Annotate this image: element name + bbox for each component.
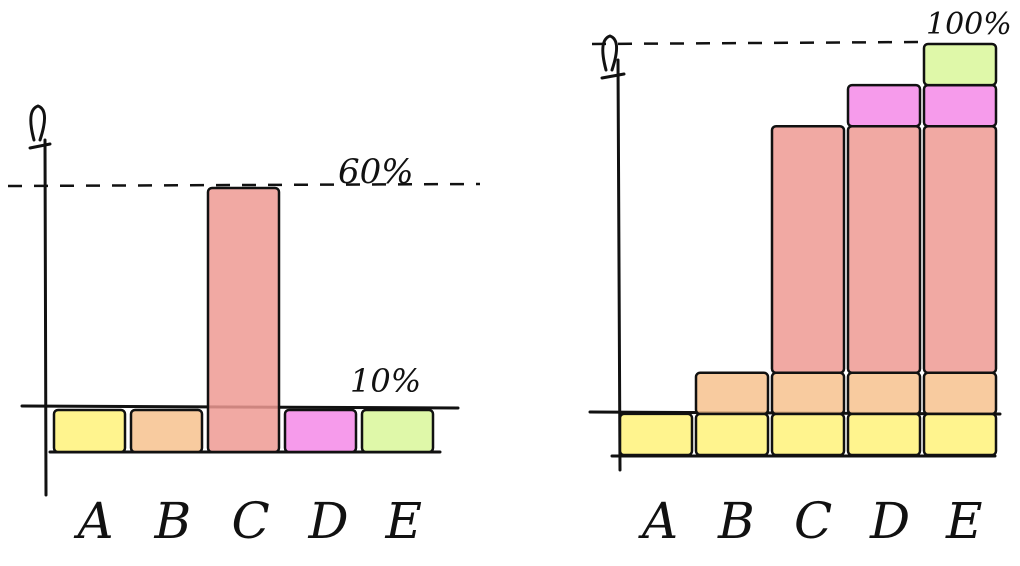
right-stacked-bar-chart: A B C D E 100% xyxy=(588,7,1012,550)
bar-E-segment-1 xyxy=(922,412,998,457)
bar-E-segment-3 xyxy=(922,124,998,375)
y-axis-line xyxy=(43,138,48,497)
bar-D-segment-2 xyxy=(846,371,922,416)
x-tick-label-C: C xyxy=(794,492,832,550)
annotation-100-percent: 100% xyxy=(926,7,1012,42)
bar-C-segment-1 xyxy=(770,412,846,457)
bar-A xyxy=(52,408,127,454)
x-tick-label-B: B xyxy=(154,492,192,550)
bar-B xyxy=(129,408,204,454)
reference-line-100 xyxy=(591,40,921,46)
bar-C-segment-3 xyxy=(770,124,846,375)
x-tick-label-E: E xyxy=(385,492,423,550)
bar-C-segment-2 xyxy=(770,371,846,416)
bar-D-segment-3 xyxy=(846,124,922,375)
annotation-60-percent: 60% xyxy=(338,152,414,192)
bar-D-segment-1 xyxy=(846,412,922,457)
bar-C xyxy=(206,186,281,454)
x-tick-label-D: D xyxy=(308,492,349,550)
bar-A-segment-1 xyxy=(618,412,694,457)
reference-line-60 xyxy=(7,182,481,188)
x-tick-label-B: B xyxy=(717,492,755,550)
bar-E-segment-5 xyxy=(922,42,998,87)
left-bar-chart: A B C D E 60% 10% xyxy=(7,104,481,550)
bar-B-segment-1 xyxy=(694,412,770,457)
x-tick-label-A: A xyxy=(638,492,678,550)
x-tick-label-D: D xyxy=(869,492,910,550)
bar-B-segment-2 xyxy=(694,371,770,416)
bar-E-segment-2 xyxy=(922,371,998,416)
x-tick-label-A: A xyxy=(74,492,114,550)
y-axis-line xyxy=(616,58,622,472)
bar-E-segment-4 xyxy=(922,83,998,128)
bar-E xyxy=(360,408,435,454)
bar-D xyxy=(283,408,358,454)
bar-D-segment-4 xyxy=(846,83,922,128)
y-axis-arrow xyxy=(28,104,52,150)
x-tick-label-C: C xyxy=(232,492,270,550)
y-axis-arrow xyxy=(600,34,626,80)
x-tick-label-E: E xyxy=(945,492,983,550)
annotation-10-percent: 10% xyxy=(350,362,421,400)
